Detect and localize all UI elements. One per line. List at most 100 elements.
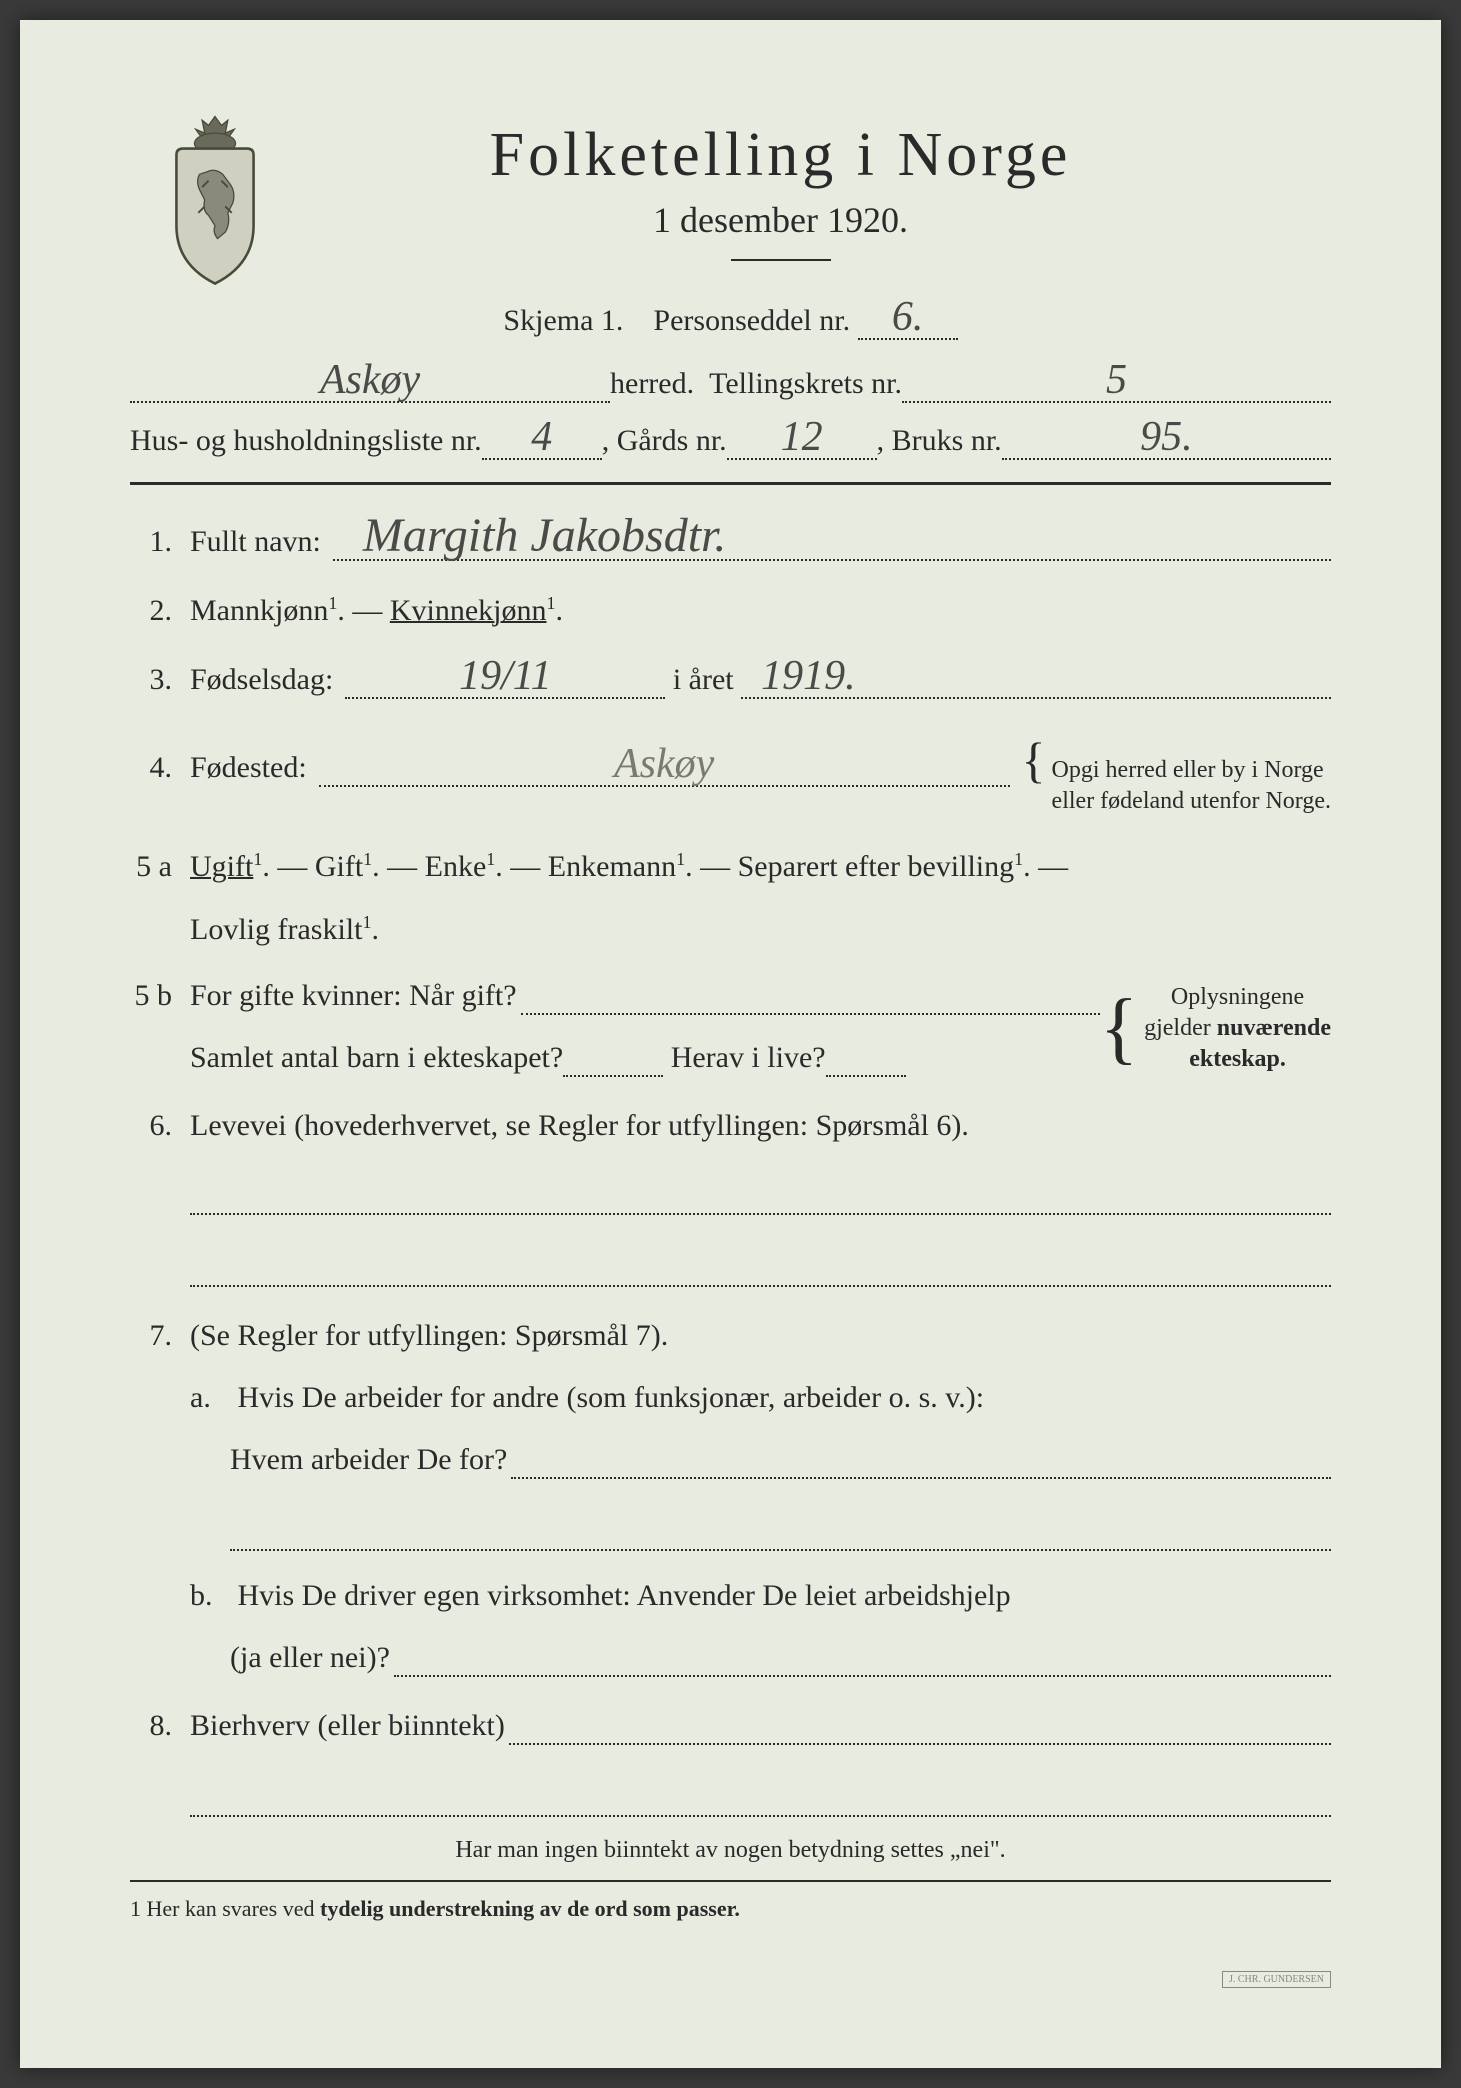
q5a-sup2: 1 [363,849,372,869]
q6-row: 6. Levevei (hovederhvervet, se Regler fo… [130,1109,1331,1143]
q3-day-value: 19/11 [459,660,552,694]
q4-note: Opgi herred eller by i Norge eller fødel… [1052,755,1331,817]
q2-end: . [555,594,563,627]
q5b-note2: gjelder nuværende [1144,1015,1331,1041]
q2-kvinne: Kvinnekjønn [390,594,547,627]
q2-mann: Mannkjønn [190,594,328,627]
q5a-d1: . — [262,850,307,883]
meta-schema-line: Skjema 1. Personseddel nr. 6. [130,301,1331,340]
q7b-line2: (ja eller nei)? [230,1641,390,1675]
q5a-d4: . — [685,850,730,883]
footer-divider [130,1880,1331,1882]
q5a-num: 5 a [130,850,190,884]
header-divider [130,482,1331,485]
footer-note2-prefix: 1 Her kan svares ved [130,1896,320,1921]
q4-label: Fødested: [190,751,307,785]
q1-label: Fullt navn: [190,525,321,559]
main-title: Folketelling i Norge [230,120,1331,191]
husliste-label: Hus- og husholdningsliste nr. [130,424,482,458]
q2-dash1: . — [337,594,382,627]
q5b-barn-label: Samlet antal barn i ekteskapet? [190,1041,563,1075]
q5b-herav-field [826,1041,906,1077]
q4-note-line2: eller fødeland utenfor Norge. [1052,788,1331,814]
personseddel-value: 6. [892,301,924,335]
q3-year-label: i året [673,663,734,697]
q5a-sup1: 1 [253,849,262,869]
tellingskrets-label: Tellingskrets nr. [709,367,902,401]
q5a-sup5: 1 [1014,849,1023,869]
schema-label: Skjema 1. [503,304,623,337]
q3-num: 3. [130,663,190,697]
q7b-letter: b. [190,1579,230,1613]
q5a-end: . [371,913,379,946]
q5a-gift: Gift [315,850,363,883]
q5b-num: 5 b [130,979,190,1013]
q1-num: 1. [130,525,190,559]
q7b-line1: Hvis De driver egen virksomhet: Anvender… [238,1579,1011,1612]
footer-note2: 1 Her kan svares ved tydelig understrekn… [130,1896,1331,1922]
q7a-row2: Hvem arbeider De for? [130,1443,1331,1479]
q5a-d5: . — [1023,850,1068,883]
q5b-herav-label: Herav i live? [671,1041,826,1075]
q5a-ugift: Ugift [190,850,253,883]
coat-of-arms-icon [150,110,280,290]
q5a-enke: Enke [425,850,487,883]
q5b-note: Oplysningene gjelder nuværende ekteskap. [1144,982,1331,1076]
title-block: Folketelling i Norge 1 desember 1920. [230,120,1331,261]
q7a-blank [130,1515,1331,1551]
printer-stamp: J. CHR. GUNDERSEN [1222,1971,1331,1988]
q6-label: Levevei (hovederhvervet, se Regler for u… [190,1109,969,1142]
q5b-row: 5 b For gifte kvinner: Når gift? Samlet … [130,979,1331,1077]
q8-label: Bierhverv (eller biinntekt) [190,1709,505,1743]
q2-mann-sup: 1 [328,593,337,613]
personseddel-label: Personseddel nr. [653,304,850,337]
q8-field [509,1709,1331,1745]
q7-num: 7. [130,1319,190,1353]
q5a-row2: Lovlig fraskilt1. [130,912,1331,947]
q5a-row: 5 a Ugift1. — Gift1. — Enke1. — Enkemann… [130,849,1331,884]
q5b-barn-field [563,1041,663,1077]
q4-note-line1: Opgi herred eller by i Norge [1052,757,1324,783]
herred-label: herred. [610,367,694,401]
q5a-lovlig: Lovlig fraskilt [190,913,362,946]
footer-note1: Har man ingen biinntekt av nogen betydni… [130,1837,1331,1864]
q3-row: 3. Fødselsdag: 19/11 i året 1919. [130,660,1331,699]
q1-row: 1. Fullt navn: Margith Jakobsdtr. [130,517,1331,561]
q4-brace-icon: { [1022,731,1046,789]
q7-label: (Se Regler for utfyllingen: Spørsmål 7). [190,1319,668,1352]
q2-num: 2. [130,594,190,628]
meta-herred-line: Askøy herred. Tellingskrets nr. 5 [130,364,1331,403]
q5b-gifte-label: For gifte kvinner: Når gift? [190,979,517,1013]
q8-blank [130,1781,1331,1817]
header-block: Folketelling i Norge 1 desember 1920. [130,120,1331,261]
q7a-line1: Hvis De arbeider for andre (som funksjon… [238,1381,985,1414]
q5b-gifte-field [521,979,1100,1015]
bruks-value: 95. [1140,421,1193,455]
q4-row: 4. Fødested: Askøy { Opgi herred eller b… [130,731,1331,817]
q7b-row: b. Hvis De driver egen virksomhet: Anven… [130,1579,1331,1613]
q5a-d3: . — [495,850,540,883]
tellingskrets-value: 5 [1106,364,1127,398]
q7a-letter: a. [190,1381,230,1415]
q6-blank2 [130,1251,1331,1287]
q8-num: 8. [130,1709,190,1743]
husliste-value: 4 [531,421,552,455]
q3-label: Fødselsdag: [190,663,333,697]
q6-num: 6. [130,1109,190,1143]
bruks-label: , Bruks nr. [877,424,1002,458]
q6-blank1 [130,1179,1331,1215]
q2-row: 2. Mannkjønn1. — Kvinnekjønn1. [130,593,1331,628]
subtitle: 1 desember 1920. [230,199,1331,241]
gards-value: 12 [781,421,823,455]
footer-note2-bold: tydelig understrekning av de ord som pas… [320,1896,740,1921]
q7a-field [511,1443,1331,1479]
herred-value: Askøy [320,364,420,398]
q5a-d2: . — [372,850,417,883]
census-form-page: Folketelling i Norge 1 desember 1920. Sk… [20,20,1441,2068]
q4-num: 4. [130,751,190,785]
q5a-enkemann: Enkemann [548,850,676,883]
q4-value: Askøy [614,748,714,782]
q7-row: 7. (Se Regler for utfyllingen: Spørsmål … [130,1319,1331,1353]
meta-husliste-line: Hus- og husholdningsliste nr. 4 , Gårds … [130,421,1331,460]
q5a-separert: Separert efter bevilling [738,850,1015,883]
